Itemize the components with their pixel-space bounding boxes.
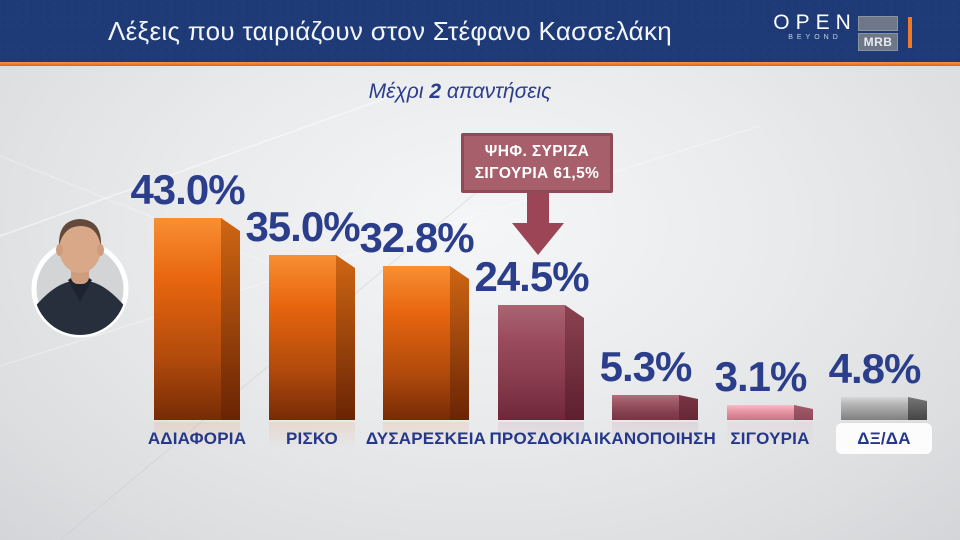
bar-group [841,397,927,420]
avatar-head [56,219,104,273]
bar-face [269,255,336,420]
orange-divider [0,62,960,66]
mrb-logo-block [858,16,898,31]
subtitle-number: 2 [429,80,442,103]
bar-group [612,395,698,420]
bar-face [498,305,565,420]
subtitle-suffix: απαντήσεις [441,80,552,103]
subtitle-prefix: Μέχρι [368,80,430,103]
category-label: ΡΙΣΚΟ [286,429,338,448]
mrb-logo: MRB [858,16,898,51]
category-label: ΑΔΙΑΦΟΡΙΑ [147,429,247,448]
value-label: 3.1% [714,353,808,400]
bar-group [269,255,355,420]
label-plate [836,423,932,454]
category-label: ΠΡΟΣΔΟΚΙΑ [489,429,593,448]
arrow-down-icon [512,193,564,255]
bar-face [841,397,908,420]
mrb-logo-text: MRB [858,33,898,51]
bar-face [612,395,679,420]
bar-face [383,266,450,420]
bar-reflection [269,422,355,448]
callout-line1: ΨΗΦ. ΣΥΡΙΖΑ [484,143,590,161]
bar-face [154,218,221,420]
open-logo-tagline: BEYOND [788,34,842,41]
annotation-callout-box: ΨΗΦ. ΣΥΡΙΖΑ ΣΙΓΟΥΡΙΑ 61,5% [461,133,613,193]
bar-group [727,405,813,420]
value-label: 24.5% [474,253,589,300]
header-accent-bar [908,17,912,48]
value-label: 4.8% [828,345,922,392]
value-label: 35.0% [245,203,360,250]
bar-side [336,255,355,420]
bar-side [565,305,584,420]
value-label: 43.0% [130,166,245,213]
bar-face [727,405,794,420]
bar-side [679,395,698,420]
bar-reflection [727,422,813,448]
bar-group [498,305,584,420]
open-logo-text: OPEN [773,11,857,34]
category-label: ΔΞ/ΔΑ [857,429,911,448]
bar-side [794,405,813,420]
category-label: ΣΙΓΟΥΡΙΑ [730,429,810,448]
bar-group [383,266,469,420]
bar-group [154,218,240,420]
value-label: 32.8% [359,214,474,261]
category-label: ΔΥΣΑΡΕΣΚΕΙΑ [365,429,487,448]
callout-line2: ΣΙΓΟΥΡΙΑ 61,5% [474,165,600,182]
bar-reflection [612,422,698,448]
category-label: ΙΚΑΝΟΠΟΙΗΣΗ [594,429,716,448]
header: Λέξεις που ταιριάζουν στον Στέφανο Κασσε… [0,0,960,62]
value-label: 5.3% [599,343,693,390]
open-channel-logo: OPEN BEYOND [765,11,865,43]
bar-side [908,397,927,420]
bar-side [221,218,240,420]
chart-subtitle: Μέχρι 2 απαντήσεις [280,80,640,104]
bar-side [450,266,469,420]
bar-reflection [498,422,584,448]
bar-chart: 43.0% ΑΔΙΑΦΟΡΙΑ 35.0% ΡΙΣΚΟ 32.8% ΔΥΣΑΡΕΣΚΕΙΑ… [0,66,960,540]
candidate-photo [24,210,136,347]
bar-reflection [154,422,240,448]
page-title: Λέξεις που ταιριάζουν στον Στέφανο Κασσε… [107,15,673,46]
candidate-avatar [31,219,129,338]
bar-reflection [383,422,469,448]
